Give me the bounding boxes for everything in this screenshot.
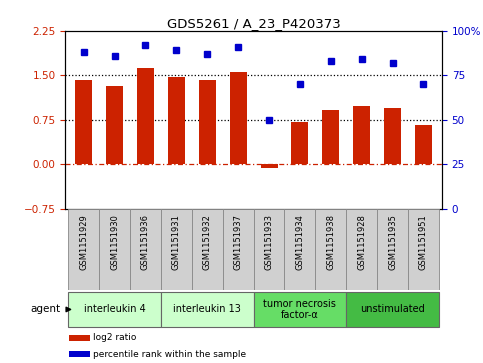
Text: GSM1151933: GSM1151933: [265, 215, 273, 270]
Bar: [69, 351, 90, 357]
Text: GSM1151951: GSM1151951: [419, 215, 428, 270]
Bar: [69, 335, 90, 341]
Bar: [137, 68, 154, 164]
Bar: [254, 209, 284, 290]
Text: agent: agent: [30, 305, 60, 314]
Text: GSM1151938: GSM1151938: [327, 215, 335, 270]
Bar: [168, 77, 185, 164]
Bar: [353, 106, 370, 164]
Text: GSM1151935: GSM1151935: [388, 215, 397, 270]
Text: log2 ratio: log2 ratio: [94, 334, 137, 342]
Text: GSM1151937: GSM1151937: [234, 215, 242, 270]
Bar: [68, 209, 99, 290]
Text: GSM1151932: GSM1151932: [203, 215, 212, 270]
Bar: [254, 292, 346, 327]
Bar: [99, 209, 130, 290]
Text: tumor necrosis
factor-α: tumor necrosis factor-α: [263, 299, 336, 320]
Text: interleukin 4: interleukin 4: [84, 305, 145, 314]
Bar: [161, 292, 254, 327]
Bar: [106, 86, 123, 164]
Bar: [346, 209, 377, 290]
Bar: [68, 292, 161, 327]
Text: GSM1151936: GSM1151936: [141, 215, 150, 270]
Text: GSM1151930: GSM1151930: [110, 215, 119, 270]
Bar: [408, 209, 439, 290]
Title: GDS5261 / A_23_P420373: GDS5261 / A_23_P420373: [167, 17, 341, 30]
Bar: [415, 125, 432, 164]
Text: interleukin 13: interleukin 13: [173, 305, 241, 314]
Bar: [199, 80, 216, 164]
Text: GSM1151928: GSM1151928: [357, 215, 366, 270]
Text: GSM1151929: GSM1151929: [79, 215, 88, 270]
Bar: [322, 110, 339, 164]
Bar: [284, 209, 315, 290]
Text: GSM1151931: GSM1151931: [172, 215, 181, 270]
Bar: [192, 209, 223, 290]
Bar: [130, 209, 161, 290]
Bar: [260, 164, 278, 168]
Bar: [75, 80, 92, 164]
Bar: [229, 72, 247, 164]
Bar: [161, 209, 192, 290]
Bar: [346, 292, 439, 327]
Bar: [223, 209, 254, 290]
Bar: [291, 122, 308, 164]
Text: GSM1151934: GSM1151934: [296, 215, 304, 270]
Bar: [377, 209, 408, 290]
Text: unstimulated: unstimulated: [360, 305, 425, 314]
Bar: [384, 108, 401, 164]
Text: percentile rank within the sample: percentile rank within the sample: [94, 350, 247, 359]
Bar: [315, 209, 346, 290]
